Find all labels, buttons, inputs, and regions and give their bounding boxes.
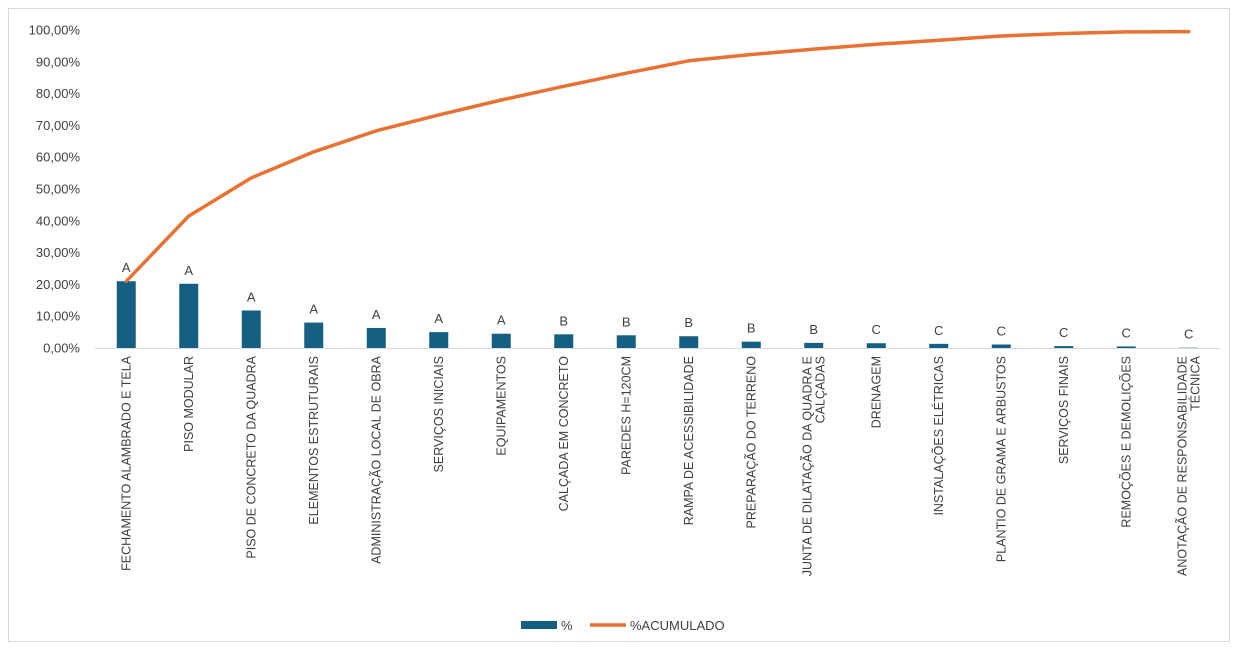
x-tick-label-line: PAREDES H=120CM [619, 356, 633, 475]
class-labels: A A A A A A A B B B B B C C C C C C [122, 260, 1194, 341]
bar [366, 327, 386, 348]
class-label: C [1184, 327, 1193, 342]
bar [304, 322, 324, 348]
class-label: C [1122, 325, 1131, 340]
y-tick-label: 90,00% [36, 54, 81, 69]
y-axis: 0,00% 10,00% 20,00% 30,00% 40,00% 50,00% 60,00… [29, 23, 81, 356]
y-tick-label: 80,00% [36, 86, 81, 101]
x-tick-label: PAREDES H=120CM [619, 356, 633, 475]
legend: % %ACUMULADO [521, 618, 725, 633]
bar [1054, 346, 1074, 348]
x-tick-label-line: TÉCNICA [1187, 355, 1202, 411]
class-label: B [559, 313, 568, 328]
x-tick-label-line: SERVIÇOS FINAIS [1057, 356, 1071, 464]
x-axis: FECHAMENTO ALAMBRADO E TELA PISO MODULAR P… [119, 355, 1202, 576]
class-label: B [809, 322, 818, 337]
cumulative-line [124, 29, 1191, 283]
bar [429, 332, 449, 348]
y-tick-label: 40,00% [36, 213, 81, 228]
x-tick-label: PISO DE CONCRETO DA QUADRA [244, 355, 258, 558]
bar [179, 283, 199, 348]
class-label: A [309, 302, 318, 317]
bar [929, 343, 949, 348]
y-tick-label: 20,00% [36, 277, 81, 292]
x-tick-label: FECHAMENTO ALAMBRADO E TELA [119, 355, 133, 571]
x-tick-label: INSTALAÇÕES ELÉTRICAS [931, 356, 946, 516]
x-tick-label: ADMINISTRAÇÃO LOCAL DE OBRA [369, 355, 383, 564]
legend-label: %ACUMULADO [630, 618, 725, 633]
bar [741, 341, 761, 348]
x-tick-label-line: RAMPA DE ACESSIBILIDADE [682, 356, 696, 525]
bar [491, 333, 511, 348]
class-label: A [497, 313, 506, 328]
bar [554, 334, 574, 348]
x-tick-label-line: REMOÇÕES E DEMOLIÇÕES [1118, 356, 1133, 528]
x-tick-label: REMOÇÕES E DEMOLIÇÕES [1118, 356, 1133, 528]
x-tick-label-line: CALÇADA EM CONCRETO [557, 356, 571, 512]
chart-frame [8, 8, 1230, 642]
x-tick-label-line: DRENAGEM [869, 356, 883, 428]
x-tick-label-line: SERVIÇOS INICIAIS [432, 356, 446, 472]
bar [241, 310, 261, 348]
class-label: C [934, 323, 943, 338]
class-label: A [122, 260, 131, 275]
class-label: C [1059, 325, 1068, 340]
class-label: C [997, 324, 1006, 339]
class-label: A [372, 307, 381, 322]
x-tick-label: EQUIPAMENTOS [494, 356, 508, 456]
x-tick-label-line: JUNTA DE DILATAÇÃO DA QUADRA E [800, 356, 814, 576]
x-tick-label-line: ANOTAÇÃO DE RESPONSABILIDADE [1175, 356, 1189, 576]
x-tick-label-line: PLANTIO DE GRAMA E ARBUSTOS [994, 356, 1008, 562]
class-label: A [247, 289, 256, 304]
x-tick-label-line: EQUIPAMENTOS [494, 356, 508, 456]
x-tick-label-line: PREPARAÇÃO DO TERRENO [744, 356, 758, 529]
x-tick-label: CALÇADA EM CONCRETO [557, 356, 571, 512]
class-label: B [622, 314, 631, 329]
class-label: C [872, 322, 881, 337]
bar [616, 335, 636, 348]
x-tick-label: ANOTAÇÃO DE RESPONSABILIDADE TÉCNICA [1175, 355, 1202, 576]
class-label: A [184, 263, 193, 278]
class-label: B [684, 315, 693, 330]
x-tick-label: PISO MODULAR [182, 356, 196, 452]
x-tick-label: RAMPA DE ACESSIBILIDADE [682, 356, 696, 525]
x-tick-label: SERVIÇOS INICIAIS [432, 356, 446, 472]
cumulative-line-series [124, 29, 1191, 283]
bar [804, 342, 824, 348]
class-label: B [747, 321, 756, 336]
x-tick-label-line: CALÇADAS [813, 356, 827, 423]
x-tick-label-line: ADMINISTRAÇÃO LOCAL DE OBRA [369, 355, 383, 564]
x-tick-label: SERVIÇOS FINAIS [1057, 356, 1071, 464]
x-tick-label: PREPARAÇÃO DO TERRENO [744, 356, 758, 529]
x-tick-label: JUNTA DE DILATAÇÃO DA QUADRA E CALÇADAS [800, 356, 827, 576]
x-tick-label-line: ELEMENTOS ESTRUTURAIS [307, 356, 321, 525]
y-tick-label: 0,00% [43, 341, 80, 356]
x-tick-label: ELEMENTOS ESTRUTURAIS [307, 356, 321, 525]
bar [116, 281, 136, 348]
bar-series [116, 281, 1199, 349]
y-tick-label: 100,00% [29, 23, 81, 38]
x-tick-label-line: PISO DE CONCRETO DA QUADRA [244, 355, 258, 558]
legend-swatch-bar [521, 621, 557, 629]
bar [866, 343, 886, 348]
x-tick-label: DRENAGEM [869, 356, 883, 428]
x-tick-label: PLANTIO DE GRAMA E ARBUSTOS [994, 356, 1008, 562]
y-tick-label: 50,00% [36, 182, 81, 197]
x-tick-label-line: INSTALAÇÕES ELÉTRICAS [931, 356, 946, 516]
y-tick-label: 10,00% [36, 309, 81, 324]
legend-label: % [561, 618, 573, 633]
bar [1116, 346, 1136, 348]
bar [679, 336, 699, 348]
y-tick-label: 30,00% [36, 245, 81, 260]
class-label: A [434, 311, 443, 326]
y-tick-label: 60,00% [36, 150, 81, 165]
y-tick-label: 70,00% [36, 118, 81, 133]
bar [991, 344, 1011, 348]
x-tick-label-line: PISO MODULAR [182, 356, 196, 452]
x-tick-label-line: FECHAMENTO ALAMBRADO E TELA [119, 355, 133, 571]
